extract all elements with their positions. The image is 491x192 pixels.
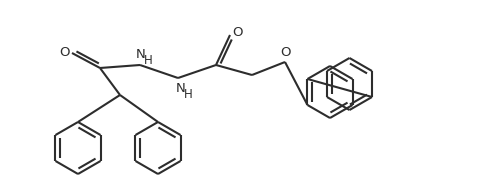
Text: N: N: [136, 49, 146, 61]
Text: O: O: [60, 46, 70, 59]
Text: O: O: [233, 26, 243, 40]
Text: H: H: [184, 89, 192, 102]
Text: O: O: [281, 46, 291, 60]
Text: N: N: [176, 81, 186, 94]
Text: H: H: [144, 55, 152, 68]
